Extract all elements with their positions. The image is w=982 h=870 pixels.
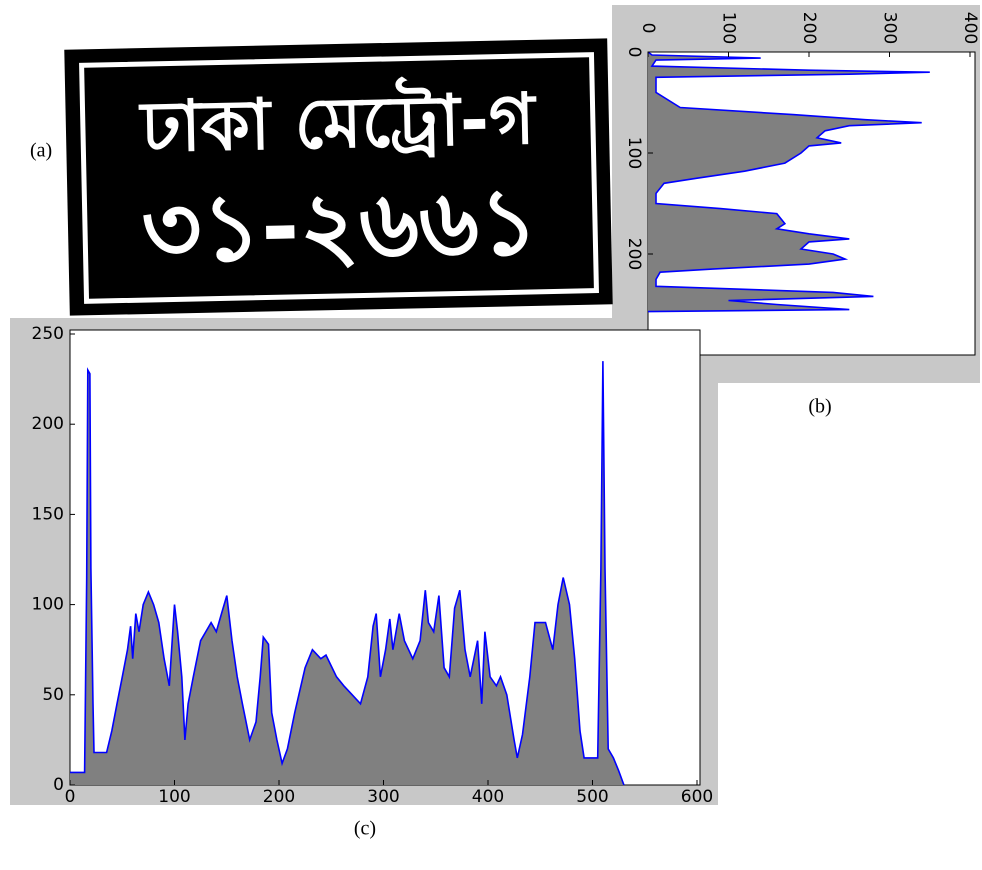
y-tick-label: 150 <box>32 504 64 524</box>
panel-label: (b) <box>808 396 831 418</box>
x-tick-label: 500 <box>576 787 608 807</box>
plate-border <box>79 52 599 304</box>
x-tick-label: 300 <box>367 787 399 807</box>
x-tick-label: 0 <box>65 787 76 807</box>
panel-label: (c) <box>354 818 376 840</box>
plate-line2: ৩১-২৬৬১ <box>141 168 540 283</box>
profile-line <box>70 361 625 786</box>
x-tick-label: 600 <box>681 787 713 807</box>
profile-line <box>647 51 930 313</box>
plate: ঢাকা মেট্রো-গ ৩১-২৬৬১ <box>64 38 613 316</box>
area <box>70 361 624 785</box>
y-tick-label: 250 <box>32 324 64 344</box>
position-tick-label: 200 <box>624 238 644 270</box>
y-tick-label: 100 <box>32 595 64 615</box>
plate-line1: ঢাকা মেট্রো-গ <box>138 73 538 168</box>
plate-background <box>64 38 613 316</box>
y-tick-label: 0 <box>53 775 64 795</box>
x-tick-label: 100 <box>158 787 190 807</box>
position-tick-label: 0 <box>624 47 644 58</box>
y-tick-label: 50 <box>42 685 64 705</box>
value-tick-label: 300 <box>880 12 900 44</box>
x-tick-label: 400 <box>472 787 504 807</box>
position-tick-label: 100 <box>624 137 644 169</box>
value-tick-label: 400 <box>960 12 980 44</box>
value-tick-label: 0 <box>638 23 658 34</box>
x-tick-label: 200 <box>263 787 295 807</box>
value-tick-label: 200 <box>799 12 819 44</box>
panel-label: (a) <box>30 140 52 162</box>
y-tick-label: 200 <box>32 414 64 434</box>
value-tick-label: 100 <box>719 12 739 44</box>
area <box>648 52 930 312</box>
